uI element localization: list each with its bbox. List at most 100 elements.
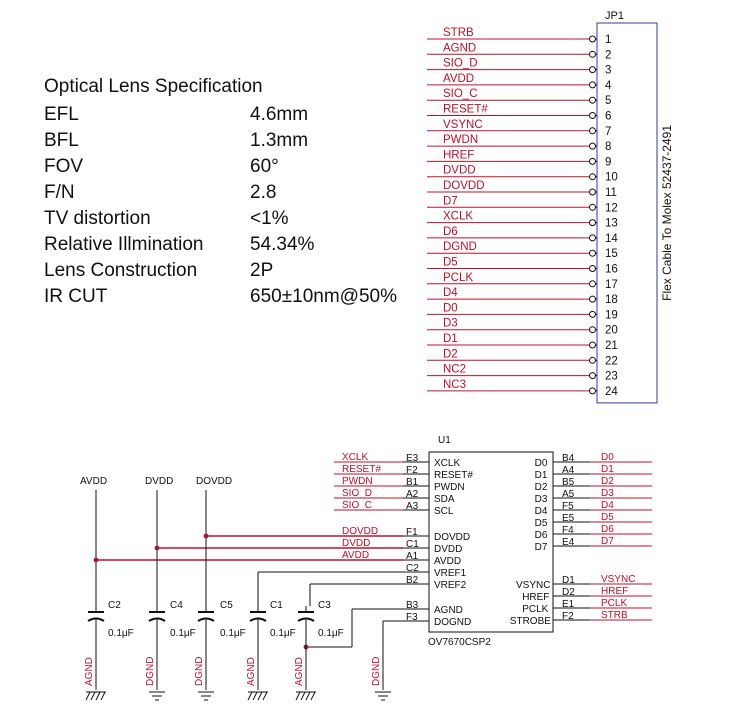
- capacitor-ref: C3: [318, 600, 331, 611]
- connector-pin-marker: [589, 127, 596, 135]
- ic-pin-name: DOGND: [434, 617, 471, 628]
- capacitor-plate: [297, 617, 315, 622]
- capacitor-value: 0.1μF: [170, 628, 196, 639]
- connector-pin-net: NC3: [443, 379, 466, 391]
- ic-pin-ball: A4: [562, 465, 575, 476]
- junction-dot: [93, 557, 99, 563]
- ic-pin-name: D0: [535, 458, 548, 469]
- capacitor-plate: [249, 617, 267, 622]
- agnd-ground-symbol: [295, 691, 301, 701]
- connector-pin-marker: [589, 142, 596, 150]
- connector-pin-number: 21: [605, 340, 618, 352]
- connector-pin-net: PWDN: [443, 134, 478, 146]
- ic-pin-net: D5: [601, 512, 614, 523]
- agnd-ground-symbol: [257, 691, 263, 701]
- connector-body: [596, 22, 658, 404]
- connector-pin-net: D5: [443, 257, 458, 269]
- connector-pin-net: VSYNC: [443, 119, 483, 131]
- connector-pin-marker: [589, 249, 596, 257]
- ic-pin-name: STROBE: [510, 616, 551, 627]
- connector-pin-marker: [589, 81, 596, 89]
- ic-pin-name: AVDD: [434, 556, 461, 567]
- ic-pin-net: XCLK: [342, 452, 368, 463]
- ic-pin-ball: D1: [562, 575, 575, 586]
- connector-pin-marker: [589, 173, 596, 181]
- ic-pin-name: D1: [535, 470, 548, 481]
- lens-spec-value: 1.3mm: [250, 130, 309, 151]
- lens-spec-label: Lens Construction: [44, 260, 198, 281]
- connector-pin-marker: [589, 356, 596, 364]
- connector-pin-net: STRB: [443, 27, 474, 39]
- connector-pin-marker: [589, 234, 596, 242]
- connector-pin-marker: [589, 50, 596, 58]
- ic-pin-ball: C1: [406, 539, 419, 550]
- agnd-ground-symbol: [90, 691, 96, 701]
- capacitor-ref: C1: [270, 600, 283, 611]
- capacitor-value: 0.1μF: [220, 628, 246, 639]
- capacitor-plate: [87, 617, 105, 622]
- capacitor-value: 0.1μF: [318, 628, 344, 639]
- connector-pin-marker: [589, 387, 596, 395]
- ic-u1: U1OV7670CSP2XCLKE3XCLKRESET#F2RESET#PWDN…: [334, 435, 652, 648]
- connector-pin-number: 12: [605, 202, 618, 214]
- ic-pin-name: DVDD: [434, 544, 462, 555]
- ic-pin-ball: A5: [562, 489, 575, 500]
- lens-spec-label: IR CUT: [44, 286, 108, 307]
- power-rail-label: DVDD: [145, 476, 173, 487]
- agnd-ground-symbol: [300, 691, 306, 701]
- ic-pin-net: SIO_C: [342, 500, 372, 511]
- ic-pin-net: STRB: [601, 610, 628, 621]
- ic-pin-net: D2: [601, 476, 614, 487]
- ic-pin-name: D5: [535, 518, 548, 529]
- capacitor-value: 0.1μF: [270, 628, 296, 639]
- ic-pin-ball: E1: [562, 599, 575, 610]
- ic-pin-net: RESET#: [342, 464, 381, 475]
- power-rail-label: DOVDD: [196, 476, 232, 487]
- ic-pin-ball: F1: [406, 527, 418, 538]
- lens-spec-row: FOV 60°: [44, 156, 424, 182]
- connector-pin-number: 3: [605, 65, 611, 77]
- capacitor-ref: C5: [220, 600, 233, 611]
- ic-pin-ball: F3: [406, 612, 418, 623]
- ic-pin-ball: F4: [562, 525, 574, 536]
- connector-pin-marker: [589, 295, 596, 303]
- ic-pin-net: D7: [601, 536, 614, 547]
- connector-pin-number: 11: [605, 187, 617, 199]
- connector-pin-number: 18: [605, 294, 618, 306]
- ic-pin-name: VSYNC: [516, 580, 550, 591]
- ic-pin-ball: B1: [406, 477, 419, 488]
- capacitor-plate: [197, 617, 215, 622]
- agnd-ground-symbol: [85, 691, 91, 701]
- ic-pin-name: SCL: [434, 506, 454, 517]
- ic-pin-name: VREF1: [434, 568, 467, 579]
- lens-spec-label: BFL: [44, 130, 79, 151]
- capacitor-ref: C4: [170, 600, 183, 611]
- connector-pin-number: 24: [605, 386, 618, 398]
- ic-pin-name: PWDN: [434, 482, 465, 493]
- ic-pin-net: HREF: [601, 586, 628, 597]
- ic-pin-name: PCLK: [522, 604, 548, 615]
- connector-pin-number: 13: [605, 218, 618, 230]
- lens-spec-value: 2P: [250, 260, 274, 281]
- lens-spec-row: TV distortion <1%: [44, 208, 424, 234]
- connector-pin-marker: [589, 96, 596, 104]
- connector-pin-marker: [589, 35, 596, 43]
- ic-pin-name: VREF2: [434, 580, 467, 591]
- connector-pin-number: 10: [605, 172, 618, 184]
- connector-pin-number: 6: [605, 111, 611, 123]
- ic-part-number: OV7670CSP2: [428, 637, 491, 648]
- connector-pin-net: D2: [443, 348, 458, 360]
- junction-dot: [203, 533, 209, 539]
- lens-spec-row: Relative Illmination 54.34%: [44, 234, 424, 260]
- connector-pin-net: D3: [443, 318, 458, 330]
- ground-net-label: AGND: [294, 657, 305, 686]
- ic-pin-name: D3: [535, 494, 548, 505]
- connector-pin-net: D0: [443, 302, 458, 314]
- connector-pin-net: HREF: [443, 149, 474, 161]
- agnd-ground-symbol: [252, 691, 258, 701]
- ic-pin-ball: A3: [406, 501, 419, 512]
- connector-caption: Flex Cable To Molex 52437-2491: [660, 125, 674, 301]
- lens-spec-label: FOV: [44, 156, 84, 177]
- ic-pin-ball: E3: [406, 453, 419, 464]
- ic-pin-name: HREF: [522, 592, 549, 603]
